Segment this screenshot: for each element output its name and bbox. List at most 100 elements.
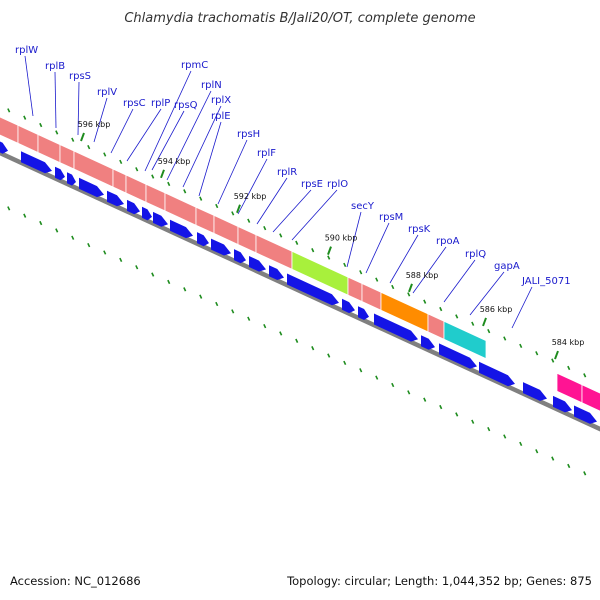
leader-line (389, 234, 419, 284)
scale-dot (7, 108, 11, 113)
label-leader-lines (24, 55, 533, 329)
leader-line (24, 55, 34, 117)
scale-dot (215, 301, 219, 307)
scale-dot (119, 257, 123, 263)
gene-label-rpmc: rpmC (181, 60, 208, 71)
gene-segment (213, 214, 239, 246)
leader-line (144, 70, 192, 172)
gene-segment (37, 133, 61, 164)
cds-arrow (79, 177, 104, 198)
gene-label-rpln: rplN (201, 80, 222, 91)
gene-segment (427, 313, 445, 340)
scale-dot (423, 299, 427, 304)
scale-dot (519, 343, 523, 349)
gene-segment (347, 276, 363, 303)
cds-arrow (574, 405, 597, 424)
scale-dot (343, 360, 347, 366)
scale-dot (519, 441, 523, 447)
scale-dot (39, 122, 43, 128)
scale-dot (151, 272, 155, 277)
scale-dot (231, 211, 235, 216)
cds-arrow (127, 199, 140, 215)
leader-line (443, 259, 476, 303)
gene-segment (581, 384, 600, 412)
scale-dot (87, 242, 91, 248)
scale-dot (327, 255, 331, 260)
scale-dot (55, 228, 59, 233)
scale-dot (199, 294, 203, 299)
cds-arrow (342, 298, 355, 314)
leader-line (182, 105, 222, 188)
scale-dot (167, 279, 171, 285)
scale-dot (279, 331, 283, 336)
scale-dot (551, 456, 555, 461)
gene-label-rplp: rplP (151, 98, 170, 109)
leader-line (110, 108, 134, 154)
cds-arrow (211, 238, 231, 256)
scale-dot (439, 306, 443, 312)
major-tick (554, 350, 559, 360)
cds-arrow (197, 232, 209, 247)
gene-segment (112, 168, 127, 194)
gene-label-rplx: rplX (211, 95, 231, 106)
gene-segment (125, 174, 147, 203)
scale-dot (71, 235, 75, 240)
tick-label-588-kbp: 588 kbp (406, 271, 439, 280)
gene-label-rple: rplE (211, 111, 231, 122)
gene-label-rplb: rplB (45, 61, 65, 72)
scale-dot (215, 203, 219, 209)
scale-dot (311, 346, 315, 351)
scale-dot (119, 159, 123, 165)
scale-dot (7, 206, 11, 211)
scale-dot (503, 434, 507, 439)
scale-dot (247, 316, 251, 321)
scale-dot (23, 115, 27, 120)
scale-dot (375, 277, 379, 282)
tick-label-586-kbp: 586 kbp (480, 305, 513, 314)
cds-arrow (523, 382, 547, 401)
cds-arrow (421, 335, 435, 350)
leader-line (217, 139, 248, 205)
major-tick (482, 317, 487, 327)
cds-arrow (269, 265, 284, 280)
tick-label-584-kbp: 584 kbp (552, 338, 585, 347)
scale-dot (471, 321, 475, 326)
gene-label-rpsq: rpsQ (174, 100, 198, 111)
scale-dot (263, 323, 267, 329)
genome-summary-text: Topology: circular; Length: 1,044,352 bp… (287, 574, 592, 588)
scale-dot (151, 174, 155, 179)
gene-label-rplr: rplR (277, 167, 297, 178)
tick-label-594-kbp: 594 kbp (158, 157, 191, 166)
scale-dot (423, 397, 427, 402)
scale-dot (471, 419, 475, 424)
scale-dot (295, 338, 299, 343)
leader-line (256, 177, 288, 225)
scale-dot (359, 270, 363, 275)
gene-band (0, 116, 600, 412)
cds-arrow (439, 343, 477, 369)
scale-dot (183, 189, 187, 194)
gene-segment (361, 282, 382, 311)
scale-dot (567, 365, 571, 371)
cds-arrow (107, 190, 124, 207)
major-tick (236, 204, 241, 214)
map-title: Chlamydia trachomatis B/Jali20/OT, compl… (124, 11, 475, 26)
scale-dot (55, 130, 59, 135)
gene-label-rpoa: rpoA (436, 236, 460, 247)
scale-dot (231, 309, 235, 314)
scale-ticks: 596 kbp 594 kbp 592 kbp 590 kbp 588 kbp 586 k… (78, 120, 585, 360)
gene-segment (145, 183, 166, 212)
leader-line (93, 97, 108, 143)
gene-segment (195, 206, 215, 235)
major-tick (408, 283, 413, 293)
scale-dot (327, 353, 331, 358)
scale-dot (135, 167, 139, 172)
gene-label-rpse: rpsE (301, 179, 323, 190)
leader-line (151, 110, 185, 171)
scale-dot (503, 336, 507, 341)
leader-line (54, 71, 57, 129)
leader-line (469, 271, 505, 316)
leader-line (511, 286, 533, 329)
gene-label-rpss: rpsS (69, 71, 91, 82)
